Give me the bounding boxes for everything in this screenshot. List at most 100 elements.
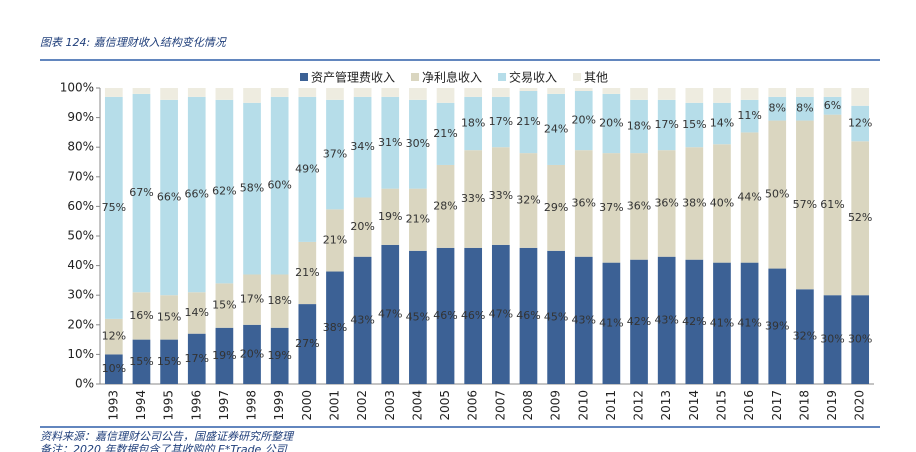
data-label: 43% xyxy=(654,313,678,326)
x-tick-label: 2009 xyxy=(549,390,563,421)
x-tick-label: 2019 xyxy=(825,390,839,421)
bar-segment xyxy=(685,147,704,260)
bar-segment xyxy=(298,241,317,305)
bar-segment xyxy=(657,150,676,257)
y-tick-label: 0% xyxy=(75,377,94,391)
data-label: 45% xyxy=(544,310,568,323)
bar-segment xyxy=(381,88,400,97)
data-label: 24% xyxy=(544,122,568,135)
data-label: 47% xyxy=(489,307,513,320)
data-label: 15% xyxy=(129,355,153,368)
bar-segment xyxy=(574,88,593,91)
data-label: 36% xyxy=(627,199,651,212)
bar-segment xyxy=(630,259,648,384)
bar-segment xyxy=(436,164,455,248)
x-tick-label: 2015 xyxy=(714,390,728,421)
bar-segment xyxy=(713,262,731,384)
data-label: 37% xyxy=(599,201,623,214)
bar-segment xyxy=(298,88,317,97)
data-label: 18% xyxy=(627,119,651,132)
y-tick-label: 10% xyxy=(67,347,94,361)
bar-segment xyxy=(353,88,372,97)
data-label: 42% xyxy=(627,315,651,328)
data-label: 62% xyxy=(212,185,236,198)
x-tick-label: 2020 xyxy=(853,390,867,421)
data-label: 15% xyxy=(212,299,236,312)
data-label: 8% xyxy=(796,102,813,115)
data-label: 57% xyxy=(793,198,817,211)
bar-segment xyxy=(215,327,234,384)
x-tick-label: 2016 xyxy=(742,390,756,421)
data-label: 33% xyxy=(489,189,513,202)
bar-segment xyxy=(298,304,317,384)
bar-segment xyxy=(851,295,870,384)
bar-segment xyxy=(187,88,206,97)
bar-segment xyxy=(713,102,731,145)
x-tick-label: 2000 xyxy=(300,390,314,421)
bar-segment xyxy=(243,324,261,384)
bar-segment xyxy=(270,96,289,275)
y-tick-label: 90% xyxy=(67,110,94,124)
x-tick-label: 1993 xyxy=(106,390,120,421)
data-label: 39% xyxy=(765,319,789,332)
chart-title: 图表 124: 嘉信理财收入结构变化情况 xyxy=(40,36,228,49)
legend-label: 其他 xyxy=(584,71,608,85)
bar-segment xyxy=(491,244,510,384)
data-label: 16% xyxy=(129,309,153,322)
x-tick-label: 2008 xyxy=(521,390,535,421)
bar-segment xyxy=(436,88,455,103)
data-label: 66% xyxy=(157,191,181,204)
x-tick-label: 2014 xyxy=(687,390,701,421)
x-tick-label: 2001 xyxy=(327,390,341,421)
bar-segment xyxy=(160,295,178,340)
bar-segment xyxy=(326,271,344,384)
data-label: 36% xyxy=(654,196,678,209)
legend-swatch xyxy=(411,73,420,81)
bar-segment xyxy=(270,327,289,384)
data-label: 6% xyxy=(824,99,841,112)
bar-segment xyxy=(574,256,593,384)
bar-segment xyxy=(796,96,814,121)
x-tick-label: 1996 xyxy=(189,390,203,421)
bar-segment xyxy=(768,120,787,269)
bar-segment xyxy=(409,250,427,384)
bar-segment xyxy=(519,88,538,91)
data-label: 41% xyxy=(737,316,761,329)
bar-segment xyxy=(630,88,648,100)
bar-segment xyxy=(215,283,234,328)
data-label: 10% xyxy=(102,362,126,375)
x-tick-label: 2011 xyxy=(604,390,618,421)
source: 资料来源：嘉信理财公司公告，国盛证券研究所整理 xyxy=(40,430,295,443)
bar-segment xyxy=(243,88,261,103)
data-label: 20% xyxy=(572,114,596,127)
bar-segment xyxy=(409,88,427,100)
x-tick-label: 2018 xyxy=(797,390,811,421)
x-tick-label: 2004 xyxy=(410,390,424,421)
bar-segment xyxy=(326,88,344,100)
data-label: 44% xyxy=(737,191,761,204)
bar-segment xyxy=(132,88,151,94)
data-label: 11% xyxy=(737,109,761,122)
data-label: 41% xyxy=(599,316,623,329)
data-label: 41% xyxy=(710,316,734,329)
x-tick-label: 2017 xyxy=(770,390,784,421)
data-label: 21% xyxy=(406,213,430,226)
data-label: 17% xyxy=(240,293,264,306)
x-tick-label: 2002 xyxy=(355,390,369,421)
x-tick-label: 2005 xyxy=(438,390,452,421)
data-label: 46% xyxy=(516,309,540,322)
x-tick-label: 2007 xyxy=(493,390,507,421)
data-label: 18% xyxy=(267,294,291,307)
x-tick-label: 1999 xyxy=(272,390,286,421)
bar-segment xyxy=(215,99,234,284)
y-tick-label: 50% xyxy=(67,229,94,243)
bar-segment xyxy=(491,88,510,97)
data-label: 17% xyxy=(185,352,209,365)
data-label: 20% xyxy=(599,117,623,130)
legend-swatch xyxy=(498,73,507,81)
y-tick-label: 70% xyxy=(67,169,94,183)
data-label: 21% xyxy=(295,266,319,279)
data-label: 43% xyxy=(350,313,374,326)
bar-segment xyxy=(547,250,565,384)
